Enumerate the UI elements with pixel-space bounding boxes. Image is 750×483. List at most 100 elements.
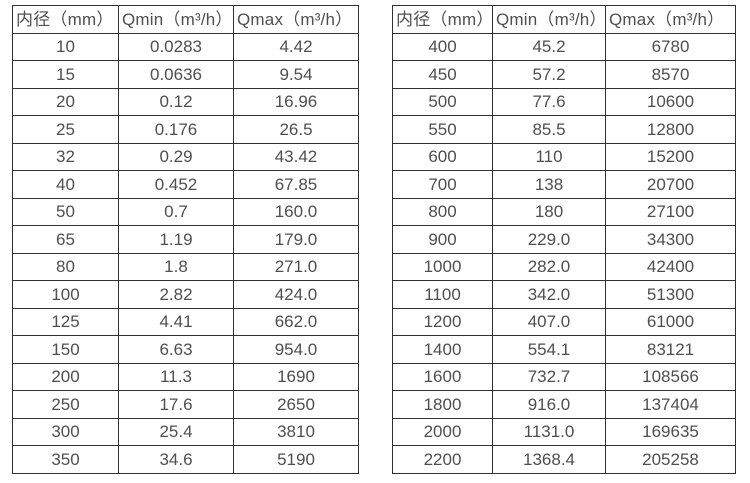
table-cell: 1100: [392, 280, 493, 309]
table-cell: 10600: [605, 87, 736, 116]
table-cell: 61000: [605, 307, 736, 336]
table-cell: 125: [12, 307, 119, 336]
table-cell: 169635: [605, 417, 736, 446]
table-cell: 138: [492, 170, 606, 199]
table-cell: 108566: [605, 362, 736, 391]
table-row: 1100 342.0 51300: [392, 280, 736, 309]
table-cell: 180: [492, 197, 606, 226]
table-cell: 271.0: [233, 252, 359, 281]
table-cell: 110: [492, 142, 606, 171]
table-row: 300 25.4 3810: [12, 417, 359, 446]
table-cell: 9.54: [233, 60, 359, 89]
table-cell: 65: [12, 225, 119, 254]
table-row: 50 0.7 160.0: [12, 197, 359, 226]
table-cell: 450: [392, 60, 493, 89]
table-cell: 407.0: [492, 307, 606, 336]
table-row: 2000 1131.0 169635: [392, 417, 736, 446]
table-row: 1800 916.0 137404: [392, 390, 736, 419]
table-cell: 1000: [392, 252, 493, 281]
table-row: 200 11.3 1690: [12, 362, 359, 391]
table-row: 700 138 20700: [392, 170, 736, 199]
table-row: 40 0.452 67.85: [12, 170, 359, 199]
table-cell: 34300: [605, 225, 736, 254]
table-row: 900 229.0 34300: [392, 225, 736, 254]
table-cell: 732.7: [492, 362, 606, 391]
table-row: 450 57.2 8570: [392, 60, 736, 89]
table-row: 1600 732.7 108566: [392, 362, 736, 391]
table-row: 20 0.12 16.96: [12, 87, 359, 116]
table-cell: 2200: [392, 445, 493, 474]
table-row: 65 1.19 179.0: [12, 225, 359, 254]
table-cell: 916.0: [492, 390, 606, 419]
table-cell: 25: [12, 115, 119, 144]
column-header-qmax: Qmax（m³/h）: [233, 5, 359, 34]
table-cell: 200: [12, 362, 119, 391]
column-header-diameter: 内径（mm）: [392, 5, 493, 34]
table-cell: 26.5: [233, 115, 359, 144]
table-cell: 34.6: [118, 445, 234, 474]
table-cell: 11.3: [118, 362, 234, 391]
table-cell: 25.4: [118, 417, 234, 446]
table-cell: 1.8: [118, 252, 234, 281]
table-cell: 12800: [605, 115, 736, 144]
table-cell: 1400: [392, 335, 493, 364]
table-row: 250 17.6 2650: [12, 390, 359, 419]
table-row: 150 6.63 954.0: [12, 335, 359, 364]
table-cell: 1.19: [118, 225, 234, 254]
table-cell: 51300: [605, 280, 736, 309]
table-cell: 8570: [605, 60, 736, 89]
table-cell: 32: [12, 142, 119, 171]
table-row: 80 1.8 271.0: [12, 252, 359, 281]
table-cell: 150: [12, 335, 119, 364]
table-cell: 250: [12, 390, 119, 419]
column-header-qmin: Qmin（m³/h）: [492, 5, 606, 34]
table-cell: 1368.4: [492, 445, 606, 474]
column-header-qmin: Qmin（m³/h）: [118, 5, 234, 34]
table-cell: 179.0: [233, 225, 359, 254]
table-cell: 45.2: [492, 32, 606, 61]
table-cell: 350: [12, 445, 119, 474]
table-row: 15 0.0636 9.54: [12, 60, 359, 89]
table-cell: 43.42: [233, 142, 359, 171]
table-cell: 57.2: [492, 60, 606, 89]
table-cell: 17.6: [118, 390, 234, 419]
table-cell: 2000: [392, 417, 493, 446]
table-cell: 83121: [605, 335, 736, 364]
flow-spec-table-small-diameter: 内径（mm） Qmin（m³/h） Qmax（m³/h） 10 0.0283 4.4…: [12, 5, 359, 474]
table-cell: 15200: [605, 142, 736, 171]
table-row: 32 0.29 43.42: [12, 142, 359, 171]
table-row: 2200 1368.4 205258: [392, 445, 736, 474]
table-cell: 10: [12, 32, 119, 61]
table-cell: 662.0: [233, 307, 359, 336]
table-row: 1400 554.1 83121: [392, 335, 736, 364]
table-row: 600 110 15200: [392, 142, 736, 171]
table-cell: 0.176: [118, 115, 234, 144]
table-cell: 500: [392, 87, 493, 116]
table-row: 10 0.0283 4.42: [12, 32, 359, 61]
table-cell: 3810: [233, 417, 359, 446]
table-cell: 282.0: [492, 252, 606, 281]
table-cell: 600: [392, 142, 493, 171]
table-cell: 137404: [605, 390, 736, 419]
table-cell: 400: [392, 32, 493, 61]
table-row: 350 34.6 5190: [12, 445, 359, 474]
table-row: 1200 407.0 61000: [392, 307, 736, 336]
table-cell: 1800: [392, 390, 493, 419]
table-cell: 5190: [233, 445, 359, 474]
table-cell: 300: [12, 417, 119, 446]
table-cell: 15: [12, 60, 119, 89]
table-cell: 800: [392, 197, 493, 226]
table-cell: 20: [12, 87, 119, 116]
table-cell: 27100: [605, 197, 736, 226]
table-cell: 2.82: [118, 280, 234, 309]
table-row: 1000 282.0 42400: [392, 252, 736, 281]
table-cell: 16.96: [233, 87, 359, 116]
table-cell: 6780: [605, 32, 736, 61]
table-cell: 424.0: [233, 280, 359, 309]
table-cell: 342.0: [492, 280, 606, 309]
table-row: 25 0.176 26.5: [12, 115, 359, 144]
table-cell: 4.41: [118, 307, 234, 336]
table-cell: 50: [12, 197, 119, 226]
header-row: 内径（mm） Qmin（m³/h） Qmax（m³/h）: [392, 5, 736, 34]
